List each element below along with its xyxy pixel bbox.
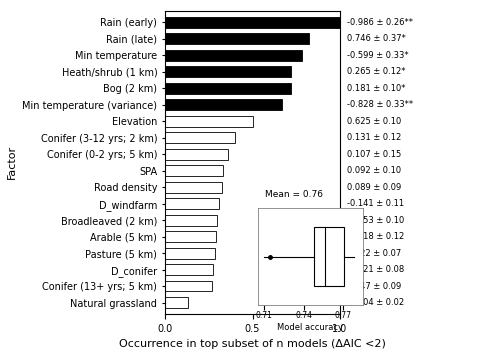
Bar [165, 34, 308, 44]
Text: 0.131 ± 0.12: 0.131 ± 0.12 [347, 133, 401, 142]
Bar [165, 182, 222, 192]
Bar [165, 264, 213, 275]
Text: 0.047 ± 0.09: 0.047 ± 0.09 [347, 282, 401, 291]
Text: -0.828 ± 0.33**: -0.828 ± 0.33** [347, 100, 413, 109]
Text: 0.089 ± 0.09: 0.089 ± 0.09 [347, 183, 401, 192]
Text: -0.141 ± 0.11: -0.141 ± 0.11 [347, 199, 404, 208]
Text: -0.004 ± 0.02: -0.004 ± 0.02 [347, 298, 404, 307]
Bar [165, 281, 212, 291]
Text: -0.021 ± 0.08: -0.021 ± 0.08 [347, 265, 404, 274]
Bar [165, 149, 228, 160]
Bar [165, 215, 216, 226]
X-axis label: Occurrence in top subset of n models (ΔAIC <2): Occurrence in top subset of n models (ΔA… [119, 340, 386, 350]
Text: Mean = 0.76: Mean = 0.76 [265, 190, 323, 199]
Text: -0.986 ± 0.26**: -0.986 ± 0.26** [347, 18, 413, 27]
Bar [165, 50, 302, 61]
Bar [165, 66, 291, 77]
Bar [165, 83, 291, 94]
Text: 0.107 ± 0.15: 0.107 ± 0.15 [347, 150, 401, 159]
Bar [165, 116, 252, 127]
Text: -0.053 ± 0.10: -0.053 ± 0.10 [347, 216, 404, 225]
Text: 0.092 ± 0.10: 0.092 ± 0.10 [347, 166, 401, 175]
Bar [165, 297, 188, 308]
Text: 0.022 ± 0.07: 0.022 ± 0.07 [347, 248, 401, 258]
Bar [165, 165, 223, 176]
Text: 0.625 ± 0.10: 0.625 ± 0.10 [347, 117, 401, 126]
Bar [165, 17, 340, 27]
Text: 0.181 ± 0.10*: 0.181 ± 0.10* [347, 84, 406, 93]
Text: -0.118 ± 0.12: -0.118 ± 0.12 [347, 232, 404, 241]
Text: -0.599 ± 0.33*: -0.599 ± 0.33* [347, 51, 408, 60]
Y-axis label: Factor: Factor [7, 145, 17, 180]
Text: 0.265 ± 0.12*: 0.265 ± 0.12* [347, 67, 406, 76]
Bar [165, 99, 282, 110]
Text: 0.746 ± 0.37*: 0.746 ± 0.37* [347, 34, 406, 43]
Bar [165, 231, 216, 242]
Bar [165, 198, 219, 209]
Bar [165, 248, 215, 258]
Bar [165, 132, 235, 143]
